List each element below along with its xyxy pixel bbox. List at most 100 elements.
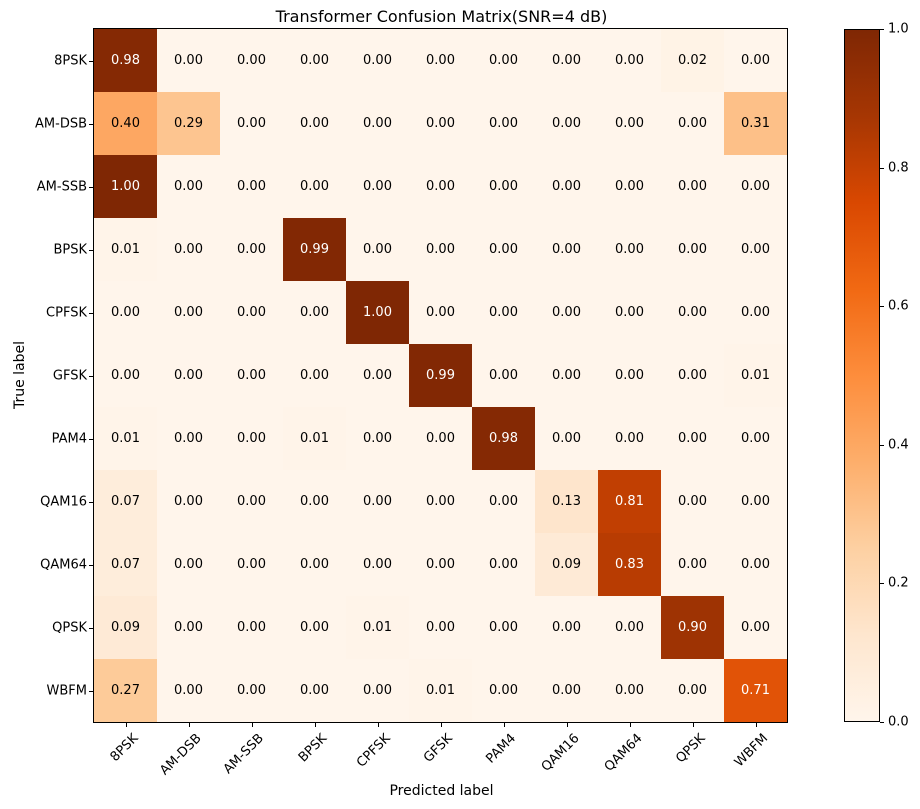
- matrix-cell: 0.00: [346, 155, 409, 218]
- y-tick-label: WBFM: [46, 683, 87, 698]
- matrix-cell: 0.00: [598, 659, 661, 722]
- matrix-cell: 0.27: [94, 659, 157, 722]
- matrix-cell: 0.00: [409, 155, 472, 218]
- y-tick-mark: [89, 501, 93, 503]
- x-tick-mark: [503, 723, 505, 727]
- matrix-cell: 0.00: [409, 470, 472, 533]
- matrix-cell: 0.00: [598, 29, 661, 92]
- matrix-cell: 0.00: [409, 596, 472, 659]
- matrix-cell: 0.90: [661, 596, 724, 659]
- matrix-cell: 0.99: [283, 218, 346, 281]
- matrix-cell: 0.00: [157, 596, 220, 659]
- colorbar-tick-label: 0.6: [888, 298, 909, 314]
- matrix-cell: 0.00: [724, 533, 787, 596]
- matrix-cell: 0.00: [535, 659, 598, 722]
- matrix-cell: 0.00: [661, 155, 724, 218]
- matrix-cell: 0.00: [472, 596, 535, 659]
- matrix-cell: 0.00: [598, 92, 661, 155]
- matrix-cell: 0.00: [346, 407, 409, 470]
- matrix-cell: 0.00: [157, 29, 220, 92]
- y-tick-mark: [89, 627, 93, 629]
- matrix-cell: 0.00: [283, 659, 346, 722]
- colorbar-tick-mark: [880, 168, 884, 169]
- colorbar: [844, 29, 880, 722]
- matrix-cell: 0.00: [220, 281, 283, 344]
- matrix-cell: 0.00: [409, 218, 472, 281]
- x-tick-mark: [629, 723, 631, 727]
- matrix-cell: 0.00: [472, 92, 535, 155]
- matrix-cell: 0.00: [724, 218, 787, 281]
- matrix-cell: 0.00: [283, 155, 346, 218]
- colorbar-tick-mark: [880, 29, 884, 30]
- matrix-cell: 0.00: [409, 533, 472, 596]
- matrix-cell: 0.02: [661, 29, 724, 92]
- matrix-cell: 0.00: [535, 596, 598, 659]
- x-tick-label: AM-DSB: [156, 731, 205, 779]
- plot-area: 0.98 0.00 0.00 0.00 0.00 0.00 0.00 0.00 0.00 0.02…: [93, 28, 788, 723]
- x-tick-label: 8PSK: [107, 731, 142, 765]
- matrix-cell: 0.00: [724, 596, 787, 659]
- matrix-cell: 0.00: [283, 470, 346, 533]
- matrix-cell: 0.00: [724, 407, 787, 470]
- matrix-cell: 0.00: [661, 470, 724, 533]
- matrix-cell: 0.00: [157, 155, 220, 218]
- matrix-cell: 0.00: [346, 470, 409, 533]
- y-tick-mark: [89, 690, 93, 692]
- matrix-cell: 0.98: [472, 407, 535, 470]
- colorbar-tick-label: 0.4: [888, 437, 909, 453]
- matrix-cell: 0.00: [220, 218, 283, 281]
- y-tick-mark: [89, 438, 93, 440]
- x-tick-mark: [377, 723, 379, 727]
- matrix-cell: 0.09: [535, 533, 598, 596]
- x-tick-label: QAM64: [601, 731, 646, 775]
- matrix-cell: 0.00: [220, 596, 283, 659]
- matrix-cell: 0.00: [724, 470, 787, 533]
- matrix-cell: 0.00: [472, 155, 535, 218]
- matrix-cell: 0.00: [409, 407, 472, 470]
- matrix-cell: 0.00: [472, 659, 535, 722]
- matrix-cell: 0.00: [220, 533, 283, 596]
- matrix-cell: 0.00: [661, 407, 724, 470]
- matrix-cell: 0.00: [409, 92, 472, 155]
- matrix-cell: 0.01: [94, 218, 157, 281]
- matrix-cell: 0.00: [724, 281, 787, 344]
- matrix-cell: 0.00: [283, 344, 346, 407]
- colorbar-tick-label: 0.8: [888, 160, 909, 176]
- matrix-cell: 0.00: [472, 470, 535, 533]
- matrix-cell: 0.00: [472, 281, 535, 344]
- matrix-cell: 0.00: [598, 407, 661, 470]
- matrix-cell: 0.00: [661, 659, 724, 722]
- matrix-cell: 0.00: [157, 218, 220, 281]
- matrix-cell: 0.00: [220, 29, 283, 92]
- matrix-cell: 0.00: [283, 29, 346, 92]
- x-tick-mark: [566, 723, 568, 727]
- y-tick-label: QAM64: [40, 557, 87, 572]
- y-tick-label: AM-DSB: [35, 116, 87, 131]
- x-tick-mark: [188, 723, 190, 727]
- matrix-cell: 0.71: [724, 659, 787, 722]
- matrix-cell: 0.81: [598, 470, 661, 533]
- matrix-cell: 0.07: [94, 470, 157, 533]
- x-axis-label: Predicted label: [389, 783, 494, 799]
- matrix-cell: 0.00: [157, 533, 220, 596]
- matrix-cell: 0.00: [157, 407, 220, 470]
- matrix-cell: 0.00: [283, 281, 346, 344]
- matrix-cell: 0.07: [94, 533, 157, 596]
- matrix-cell: 0.01: [346, 596, 409, 659]
- y-tick-label: QAM16: [40, 494, 87, 509]
- x-tick-label: CPFSK: [353, 731, 394, 771]
- x-tick-mark: [251, 723, 253, 727]
- matrix-cell: 0.98: [94, 29, 157, 92]
- matrix-cell: 0.00: [346, 533, 409, 596]
- matrix-cell: 0.01: [409, 659, 472, 722]
- matrix-cell: 0.00: [220, 659, 283, 722]
- matrix-cell: 0.00: [94, 281, 157, 344]
- x-tick-mark: [314, 723, 316, 727]
- matrix-cell: 0.00: [472, 29, 535, 92]
- colorbar-tick-label: 1.0: [888, 21, 909, 37]
- y-tick-label: AM-SSB: [36, 179, 87, 194]
- matrix-cell: 0.00: [157, 344, 220, 407]
- matrix-cell: 0.00: [94, 344, 157, 407]
- matrix-cell: 0.00: [220, 470, 283, 533]
- matrix-cell: 0.00: [220, 407, 283, 470]
